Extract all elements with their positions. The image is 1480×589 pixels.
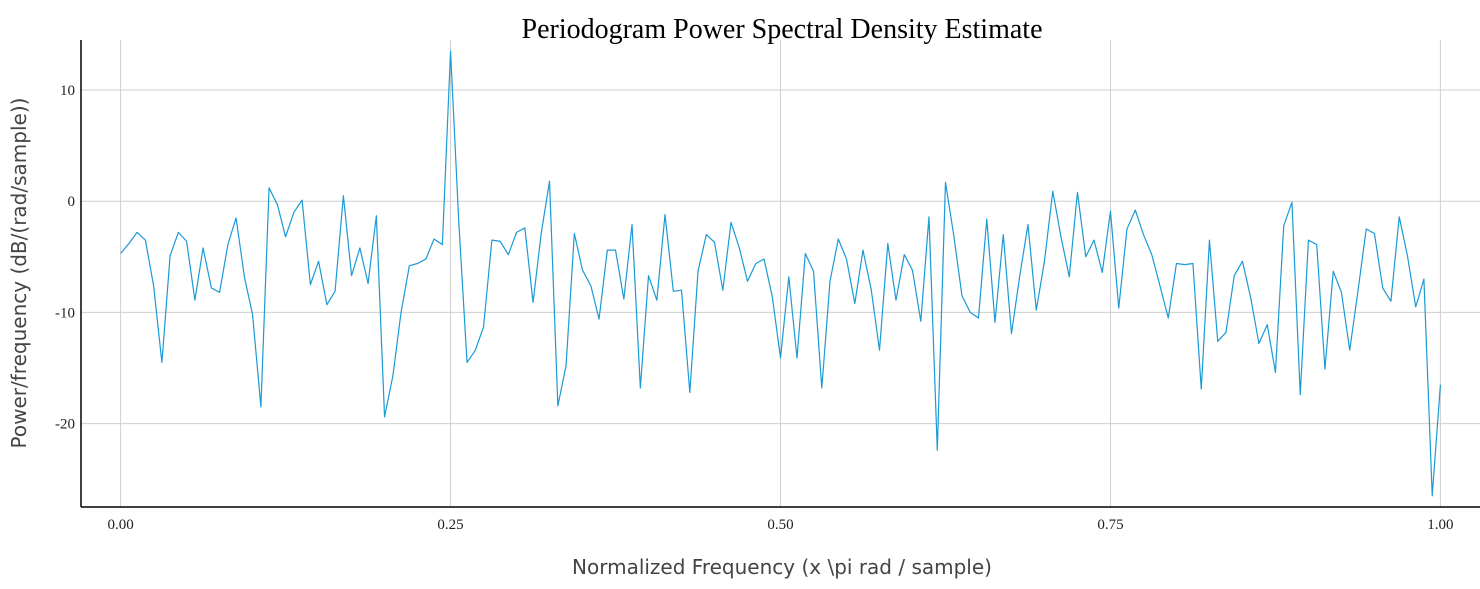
x-axis-label: Normalized Frequency (x \pi rad / sample…	[572, 555, 992, 579]
grid	[81, 40, 1480, 507]
x-tick-label: 0.25	[437, 517, 463, 533]
x-tick-label: 0.50	[767, 517, 793, 533]
axes	[80, 40, 1480, 508]
tick-labels: 0.00 0.25 0.50 0.75 1.00 -20 -10 0 10	[55, 83, 1454, 533]
x-tick-label: 0.00	[107, 517, 133, 533]
y-tick-label: -10	[55, 305, 75, 321]
y-tick-label: 10	[60, 83, 75, 99]
plot-area	[120, 50, 1442, 497]
y-tick-label: 0	[68, 194, 76, 210]
y-axis-label: Power/frequency (dB/(rad/sample))	[7, 98, 31, 449]
chart-title: Periodogram Power Spectral Density Estim…	[522, 14, 1043, 45]
psd-series-line	[120, 50, 1442, 497]
x-tick-label: 1.00	[1427, 517, 1453, 533]
y-tick-label: -20	[55, 417, 75, 433]
x-tick-label: 0.75	[1097, 517, 1123, 533]
